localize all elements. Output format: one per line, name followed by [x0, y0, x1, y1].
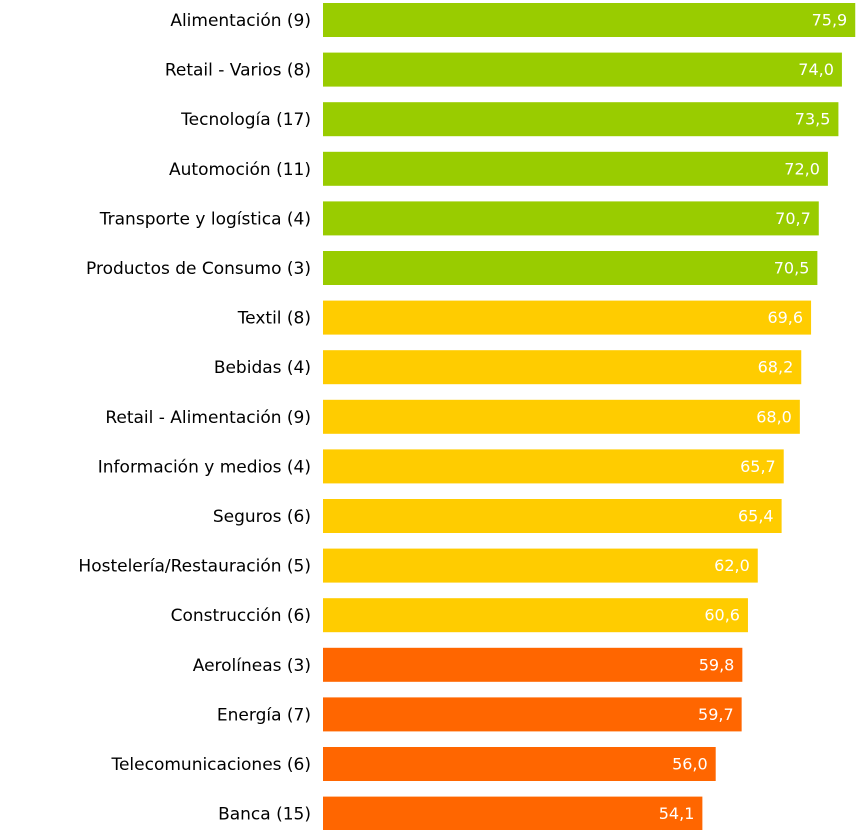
category-label: Alimentación (9): [170, 11, 311, 31]
bar: [323, 747, 716, 781]
value-label: 73,5: [795, 110, 831, 129]
value-label: 69,6: [767, 308, 803, 327]
bar: [323, 300, 812, 335]
category-label: Productos de Consumo (3): [86, 259, 311, 279]
category-label: Seguros (6): [213, 507, 311, 527]
value-label: 54,1: [659, 804, 695, 823]
bar: [323, 697, 742, 732]
category-label: Automoción (11): [169, 160, 311, 180]
bar: [323, 3, 856, 37]
value-label: 70,7: [775, 209, 811, 228]
bar: [323, 647, 743, 682]
value-label: 72,0: [784, 159, 820, 178]
value-label: 59,7: [698, 705, 734, 724]
category-label: Textil (8): [237, 309, 311, 329]
category-label: Hostelería/Restauración (5): [78, 557, 311, 577]
bar: [323, 399, 800, 434]
bar: [323, 350, 802, 385]
bar: [323, 598, 748, 633]
value-label: 75,9: [812, 11, 848, 30]
bar: [323, 449, 784, 484]
value-label: 56,0: [672, 755, 708, 774]
bar: [323, 52, 842, 87]
value-label: 59,8: [699, 655, 735, 674]
bar: [323, 499, 782, 533]
category-label: Retail - Varios (8): [165, 61, 311, 81]
category-label: Banca (15): [218, 805, 311, 825]
category-label: Aerolíneas (3): [193, 656, 311, 676]
category-label: Retail - Alimentación (9): [105, 408, 311, 428]
bar: [323, 151, 828, 186]
category-label: Bebidas (4): [214, 358, 311, 378]
value-label: 65,4: [738, 507, 774, 526]
category-label: Telecomunicaciones (6): [110, 755, 311, 775]
value-label: 70,5: [774, 259, 810, 278]
bar: [323, 102, 839, 137]
category-label: Tecnología (17): [180, 110, 311, 130]
value-label: 65,7: [740, 457, 776, 476]
category-label: Información y medios (4): [98, 457, 311, 477]
category-label: Energía (7): [217, 705, 311, 725]
bar: [323, 796, 703, 830]
value-label: 60,6: [704, 606, 740, 625]
category-label: Transporte y logística (4): [99, 209, 311, 229]
value-label: 62,0: [714, 556, 750, 575]
value-label: 74,0: [798, 60, 834, 79]
bar: [323, 201, 819, 236]
bar: [323, 548, 758, 583]
value-label: 68,0: [756, 407, 792, 426]
bar: [323, 251, 818, 285]
category-label: Construcción (6): [171, 606, 311, 626]
value-label: 68,2: [758, 358, 794, 377]
